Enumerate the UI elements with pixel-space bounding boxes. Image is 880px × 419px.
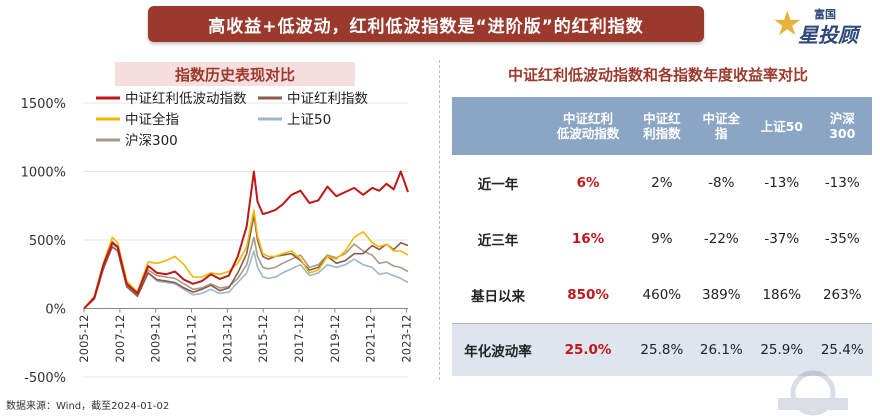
row-label: 近三年 [477, 233, 519, 249]
table-cell: 16% [571, 231, 605, 247]
star-logo-icon: ★ [772, 4, 803, 44]
y-tick-label: 500% [29, 234, 66, 249]
table-cell: -22% [703, 231, 739, 247]
logo-main-text: 星投顾 [798, 23, 858, 47]
table-cell: -13% [824, 175, 860, 191]
x-tick-label: 2017-12 [292, 315, 306, 363]
header-text: 沪深 [829, 111, 855, 126]
header-text: 指 [715, 126, 728, 141]
y-tick-label: 0% [45, 303, 66, 318]
header-text: 中证全 [702, 111, 741, 126]
table-cell: 25.8% [632, 323, 692, 376]
index-performance-chart: 1500% 1000% 500% 0% -500% 2005-12 2007-12 2009… [21, 91, 414, 386]
header-csi300: 沪深 300 [812, 97, 872, 155]
series-line [83, 236, 409, 310]
table-cell: -37% [764, 231, 800, 247]
table-cell: 25.9% [751, 323, 813, 376]
table-cell: 26.1% [691, 323, 752, 376]
x-tick-label: 2023-12 [400, 315, 414, 363]
table-cell: 25.4% [812, 323, 872, 376]
table-cell: 460% [642, 287, 682, 303]
chart-lines [83, 170, 409, 310]
legend-label: 沪深300 [125, 133, 178, 149]
table-cell: 2% [651, 175, 673, 191]
series-line [83, 170, 409, 310]
table-cell: -8% [708, 175, 735, 191]
x-tick-label: 2019-12 [328, 315, 342, 363]
header-text: 上证50 [760, 118, 803, 134]
table-cell: 9% [651, 231, 673, 247]
row-label: 年化波动率 [452, 323, 544, 376]
headline-banner: 高收益+低波动，红利低波指数是“进阶版”的红利指数 [148, 6, 704, 42]
legend-label: 中证红利低波动指数 [125, 91, 247, 107]
table-cell: 186% [762, 287, 802, 303]
header-dividend: 中证红 利指数 [632, 97, 692, 155]
header-text: 利指数 [643, 126, 681, 141]
table-cell: 6% [576, 175, 600, 191]
table-row: 年化波动率 25.0% 25.8% 26.1% 25.9% 25.4% [452, 323, 872, 376]
y-tick-label: 1500% [21, 97, 66, 112]
x-tick-label: 2005-12 [77, 315, 91, 363]
table-row: 近一年 6% 2% -8% -13% -13% [452, 155, 872, 211]
y-axis: 1500% 1000% 500% 0% -500% [21, 97, 66, 386]
returns-table: 中证红利 低波动指数 中证红 利指数 中证全指 上证50 沪深 300 近一年 6% 2%… [452, 97, 872, 376]
logo-top-text: 富国 [814, 8, 836, 21]
table-row: 近三年 16% 9% -22% -37% -35% [452, 211, 872, 267]
header-text: 中证红利 [563, 111, 614, 126]
header-text: 300 [829, 126, 856, 141]
header-dividend-lowvol: 中证红利 低波动指数 [544, 97, 633, 155]
y-tick-label: -500% [24, 371, 66, 386]
right-panel-title: 中证红利低波动指数和各指数年度收益率对比 [507, 65, 808, 84]
table-cell: 263% [822, 287, 862, 303]
left-panel-title: 指数历史表现对比 [115, 62, 355, 86]
watermark-logo-icon [778, 370, 848, 416]
x-tick-label: 2013-12 [220, 315, 234, 363]
header-sse50: 上证50 [751, 97, 813, 155]
table-cell: 25.0% [544, 323, 633, 376]
table-cell: -35% [824, 231, 860, 247]
header-text: 中证红 [643, 111, 681, 126]
x-tick-label: 2011-12 [185, 315, 199, 363]
x-tick-label: 2015-12 [256, 315, 270, 363]
x-tick-label: 2021-12 [364, 315, 378, 363]
table-header-row: 中证红利 低波动指数 中证红 利指数 中证全指 上证50 沪深 300 [452, 97, 872, 155]
table-cell: 850% [567, 287, 609, 303]
table-row: 基日以来 850% 460% 389% 186% 263% [452, 267, 872, 324]
y-tick-label: 1000% [21, 166, 66, 181]
brand-logo: ★ 富国 星投顾 [770, 4, 870, 47]
legend-label: 中证全指 [125, 111, 179, 128]
x-tick-label: 2009-12 [149, 315, 163, 363]
x-axis: 2005-12 2007-12 2009-12 2011-12 2013-12 2015-… [77, 308, 414, 363]
header-text: 低波动指数 [556, 126, 620, 141]
chart-grid [84, 102, 408, 378]
data-source-note: 数据来源：Wind，截至2024-01-02 [6, 401, 170, 412]
legend-label: 中证红利指数 [287, 91, 368, 107]
header-all-share: 中证全指 [691, 97, 752, 155]
x-tick-label: 2007-12 [113, 315, 127, 363]
panel-divider [439, 60, 440, 380]
table-cell: 389% [702, 287, 741, 303]
table-cell: -13% [764, 175, 800, 191]
table-corner [452, 97, 544, 155]
row-label: 基日以来 [471, 289, 525, 305]
row-label: 近一年 [477, 177, 519, 193]
legend-label: 上证50 [287, 112, 331, 128]
